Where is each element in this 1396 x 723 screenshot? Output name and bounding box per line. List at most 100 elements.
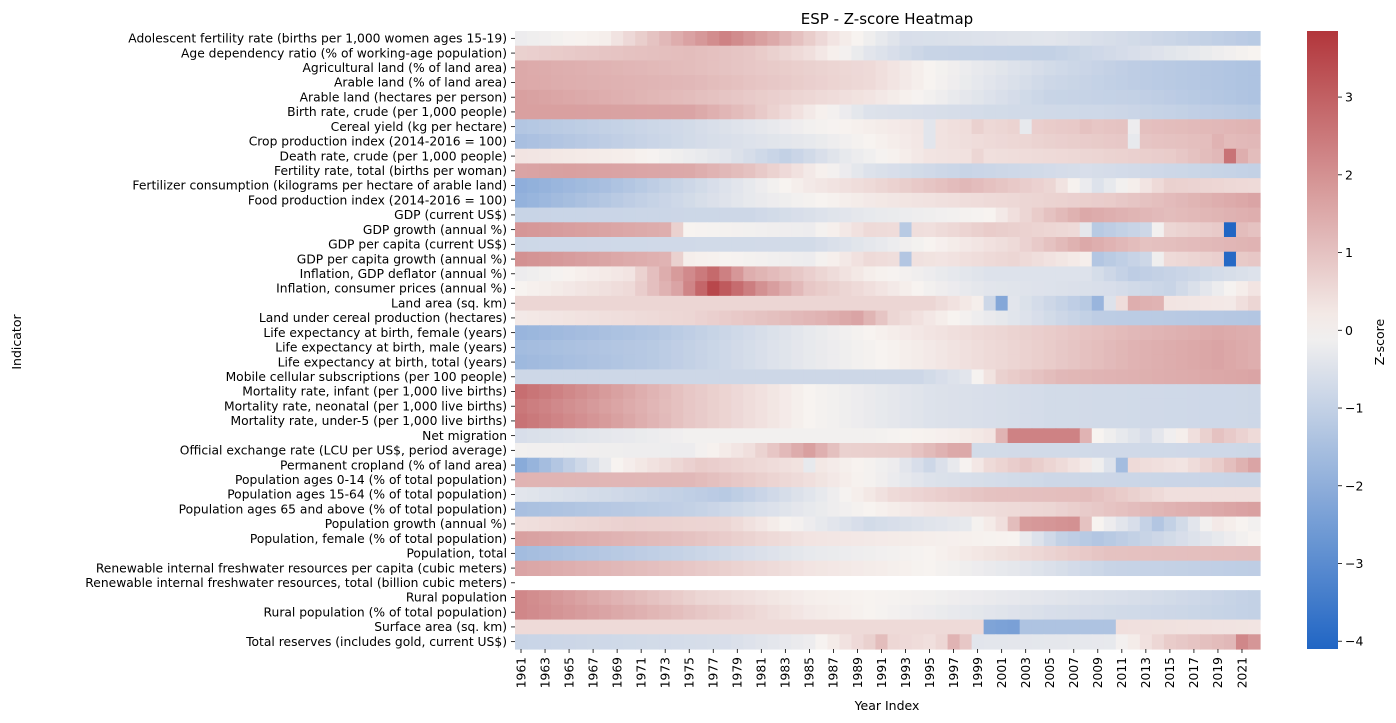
heatmap-cell [923, 398, 937, 415]
heatmap-cell [1175, 325, 1189, 341]
heatmap-cell [1223, 281, 1237, 297]
heatmap-cell [1079, 457, 1093, 474]
heatmap-cell [1175, 354, 1189, 371]
heatmap-cell [1067, 207, 1081, 223]
heatmap-cell [1151, 354, 1165, 371]
heatmap-cell [839, 222, 853, 238]
heatmap-cell [767, 516, 780, 532]
heatmap-cell [791, 516, 804, 532]
heatmap-cell [791, 634, 804, 650]
heatmap-cell [611, 104, 624, 120]
heatmap-cell [1247, 222, 1261, 238]
heatmap-cell [623, 266, 636, 282]
heatmap-cell [1151, 266, 1165, 282]
heatmap-cell [551, 89, 564, 106]
heatmap-cell [923, 443, 937, 459]
heatmap-cell [1007, 237, 1021, 253]
heatmap-cell [1103, 369, 1117, 385]
heatmap-cell [887, 340, 901, 356]
heatmap-cell [599, 134, 612, 150]
heatmap-cell [551, 413, 564, 429]
heatmap-cell [791, 295, 804, 312]
heatmap-cell [1079, 546, 1093, 562]
heatmap-cell [1211, 501, 1225, 518]
heatmap-cell [599, 369, 612, 385]
x-tick-label: 1997 [947, 657, 961, 688]
heatmap-cell [1163, 619, 1177, 635]
heatmap-cell [803, 472, 817, 488]
heatmap-cell [1103, 192, 1117, 209]
heatmap-cell [971, 398, 985, 415]
heatmap-cell [695, 45, 708, 62]
heatmap-cell [791, 531, 804, 547]
heatmap-cell [851, 237, 865, 253]
heatmap-cell [839, 501, 853, 518]
heatmap-cell [923, 119, 937, 135]
x-tick-label: 2001 [995, 657, 1009, 688]
heatmap-cell [587, 398, 600, 415]
heatmap-cell [1247, 31, 1261, 47]
heatmap-cell [947, 340, 961, 356]
heatmap-cell [1235, 31, 1249, 47]
heatmap-cell [527, 192, 540, 209]
heatmap-cell [695, 369, 708, 385]
heatmap-cell [911, 295, 925, 312]
heatmap-cell [695, 295, 708, 312]
heatmap-cell [1199, 340, 1213, 356]
heatmap-cell [659, 487, 672, 503]
heatmap-cell [1091, 134, 1105, 150]
heatmap-cell [719, 60, 732, 76]
heatmap-cell [539, 104, 552, 120]
heatmap-cell [815, 281, 829, 297]
heatmap-cell [923, 207, 937, 223]
heatmap-cell [1151, 325, 1165, 341]
heatmap-cell [839, 31, 853, 47]
heatmap-cell [551, 104, 564, 120]
heatmap-cell [587, 266, 600, 282]
heatmap-cell [635, 604, 648, 621]
heatmap-cell [971, 487, 985, 503]
heatmap-cell [887, 134, 901, 150]
heatmap-cell [827, 590, 841, 606]
heatmap-cell [1175, 222, 1189, 238]
heatmap-cell [719, 119, 732, 135]
heatmap-cell [1079, 266, 1093, 282]
heatmap-cell [887, 266, 901, 282]
heatmap-cell [1175, 148, 1189, 165]
heatmap-cell [1139, 31, 1153, 47]
heatmap-cell [1187, 75, 1201, 91]
heatmap-cell [959, 619, 973, 635]
heatmap-cell [1043, 516, 1057, 532]
heatmap-cell [1079, 516, 1093, 532]
y-tick-label: Food production index (2014-2016 = 100) [248, 193, 507, 207]
heatmap-cell [539, 281, 552, 297]
heatmap-cell [539, 222, 552, 238]
heatmap-cell [815, 560, 829, 577]
heatmap-cell [1019, 413, 1033, 429]
x-tick-labels: 1961 1963 1965 1967 1969 1971 1973 1975 1977 1979… [514, 649, 1249, 688]
heatmap-cell [683, 134, 696, 150]
heatmap-cell [575, 472, 588, 488]
heatmap-cell [539, 384, 552, 400]
heatmap-cell [911, 457, 925, 474]
heatmap-cell [1079, 428, 1093, 444]
heatmap-cell [599, 192, 612, 209]
heatmap-cell [635, 163, 648, 179]
heatmap-cell [1091, 634, 1105, 650]
heatmap-cell [803, 119, 817, 135]
heatmap-cell [971, 546, 985, 562]
heatmap-cell [851, 222, 865, 238]
heatmap-cell [755, 398, 768, 415]
heatmap-cell [1055, 178, 1069, 194]
colorbar-tick-label: 3 [1345, 90, 1353, 105]
heatmap-cell [527, 472, 540, 488]
heatmap-cell [683, 178, 696, 194]
heatmap-cell [695, 104, 708, 120]
heatmap-cell [1007, 134, 1021, 150]
heatmap-cell [707, 60, 720, 76]
heatmap-cell [779, 428, 792, 444]
heatmap-cell [695, 472, 708, 488]
heatmap-cell [707, 604, 720, 621]
heatmap-cell [1247, 413, 1261, 429]
heatmap-cell [1223, 604, 1237, 621]
